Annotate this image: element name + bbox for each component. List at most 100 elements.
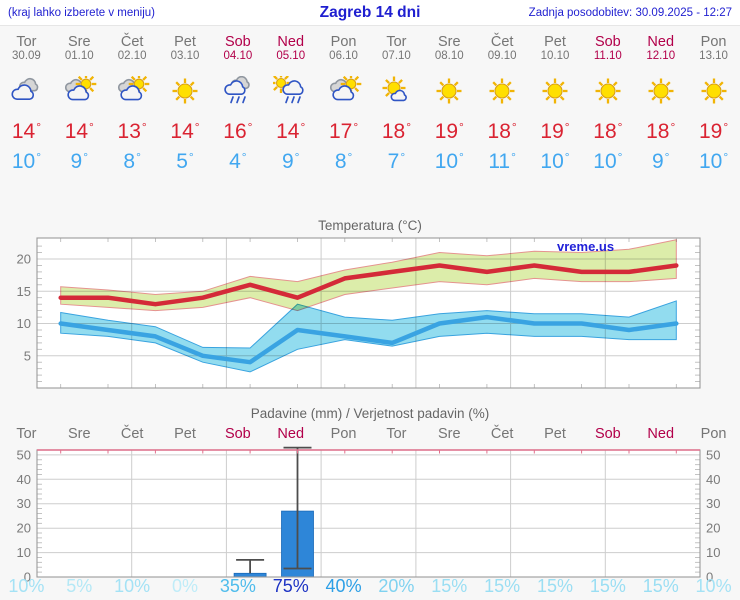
day-name-label: Čet <box>120 34 144 50</box>
max-temperature: 16° <box>223 120 253 143</box>
svg-text:20: 20 <box>706 521 720 536</box>
page-title: Zagreb 14 dni <box>319 3 421 21</box>
precip-day-label: Pon <box>700 426 727 442</box>
partly-cloudy-icon <box>317 63 370 113</box>
cloudy-icon <box>0 63 53 113</box>
precip-day-label: Ned <box>277 426 305 442</box>
max-temperature: 14° <box>64 120 94 143</box>
day-column: Pon 06.10 17° 8° <box>317 26 370 176</box>
precip-probability: 10% <box>695 576 732 596</box>
day-date-label: 03.10 <box>170 50 200 62</box>
day-column: Čet 02.10 13° 8° <box>106 26 159 176</box>
watermark-link[interactable]: vreme.us <box>557 239 615 254</box>
svg-text:0: 0 <box>24 570 31 583</box>
day-name-label: Pet <box>544 34 566 50</box>
day-date-label: 13.10 <box>699 50 728 62</box>
min-temperature: 10° <box>11 150 41 173</box>
max-temperature: 14° <box>11 120 41 143</box>
temperature-chart-title: Temperatura (°C) <box>318 218 422 233</box>
day-date-label: 05.10 <box>276 50 306 62</box>
day-column: Pon 13.10 19° 10° <box>687 26 740 176</box>
day-date-label: 06.10 <box>329 50 358 62</box>
day-name-label: Ned <box>277 34 305 50</box>
precip-day-label: Sre <box>67 426 91 442</box>
min-temperature: 10° <box>593 150 623 173</box>
svg-text:0: 0 <box>706 570 713 583</box>
precip-probability: 5% <box>66 576 93 596</box>
precip-probability: 75% <box>272 576 309 596</box>
svg-text:10: 10 <box>706 545 720 560</box>
precip-probability: 20% <box>378 576 415 596</box>
header: (kraj lahko izberete v meniju) Zagreb 14… <box>0 0 740 26</box>
day-name-label: Pon <box>330 34 357 50</box>
sunny-icon <box>581 63 634 113</box>
precipitation-probability-row: 10% 5% 10% 0% 35% 75% 40% 20% 15% 15% 15% 15% 15% 10% <box>0 575 740 599</box>
day-name-label: Sob <box>594 34 621 50</box>
day-column: Sre 01.10 14° 9° <box>53 26 106 176</box>
precip-probability: 15% <box>484 576 521 596</box>
sunny-icon <box>476 63 529 113</box>
precip-probability: 15% <box>431 576 468 596</box>
min-temperature: 4° <box>229 150 247 173</box>
precipitation-chart: 0 0 10 10 20 20 30 30 40 40 50 50 <box>17 446 720 583</box>
precip-probability: 15% <box>536 576 573 596</box>
partly-cloudy-icon <box>106 63 159 113</box>
max-temperature: 18° <box>381 120 411 143</box>
sun-rain-icon <box>264 63 317 113</box>
location-hint: (kraj lahko izberete v meniju) <box>8 6 156 19</box>
precip-day-label: Čet <box>490 426 514 442</box>
min-temperature: 8° <box>334 150 353 173</box>
precip-day-label: Sre <box>437 426 461 442</box>
day-name-label: Sob <box>224 34 251 50</box>
day-name-label: Tor <box>386 34 407 50</box>
day-column: Ned 05.10 14° 9° <box>264 26 317 176</box>
day-column: Tor 07.10 18° 7° <box>370 26 423 176</box>
precip-day-label: Čet <box>120 426 144 442</box>
svg-text:5: 5 <box>24 348 31 363</box>
precip-day-label: Pet <box>174 426 196 442</box>
day-date-label: 02.10 <box>117 50 147 62</box>
rain-icon <box>211 63 264 113</box>
day-column: Sre 08.10 19° 10° <box>423 26 476 176</box>
day-name-label: Pet <box>174 34 196 50</box>
min-temperature: 5° <box>176 150 194 173</box>
precip-day-label: Pon <box>330 426 357 442</box>
precip-day-label: Sob <box>224 426 251 442</box>
svg-text:30: 30 <box>17 496 31 511</box>
max-temperature: 19° <box>434 120 464 143</box>
max-temperature: 17° <box>328 120 359 143</box>
svg-text:20: 20 <box>17 252 31 267</box>
min-temperature: 10° <box>698 150 729 173</box>
sunny-icon <box>687 63 740 113</box>
min-temperature: 9° <box>651 150 670 173</box>
day-name-label: Ned <box>647 34 675 50</box>
day-date-label: 08.10 <box>434 50 464 62</box>
day-date-label: 04.10 <box>223 50 253 62</box>
sunny-icon <box>529 63 582 113</box>
svg-text:15: 15 <box>17 284 31 299</box>
day-name-label: Sre <box>437 34 461 50</box>
max-temperature: 18° <box>593 120 623 143</box>
max-temperature: 14° <box>170 120 200 143</box>
max-temperature: 18° <box>487 120 517 143</box>
day-name-label: Tor <box>16 34 37 50</box>
svg-text:40: 40 <box>17 472 31 487</box>
day-name-label: Pon <box>700 34 727 50</box>
precip-probability: 15% <box>589 576 626 596</box>
day-column: Sob 11.10 18° 10° <box>581 26 634 176</box>
forecast-day-strip: Tor 30.09 14° 10° Sre 01.10 14° 9° Čet 02.10 13° 8°… <box>0 26 740 176</box>
min-temperature: 8° <box>123 150 141 173</box>
mostly-sunny-icon <box>370 63 423 113</box>
day-date-label: 09.10 <box>487 50 517 62</box>
day-column: Čet 09.10 18° 11° <box>476 26 529 176</box>
day-date-label: 12.10 <box>646 50 676 62</box>
day-column: Pet 10.10 19° 10° <box>529 26 582 176</box>
precip-probability: 35% <box>219 576 256 596</box>
day-column: Sob 04.10 16° 4° <box>211 26 264 176</box>
day-date-label: 30.09 <box>12 50 41 62</box>
day-column: Tor 30.09 14° 10° <box>0 26 53 176</box>
svg-text:10: 10 <box>17 316 31 331</box>
max-temperature: 19° <box>540 120 570 143</box>
precip-probability: 40% <box>325 576 362 596</box>
